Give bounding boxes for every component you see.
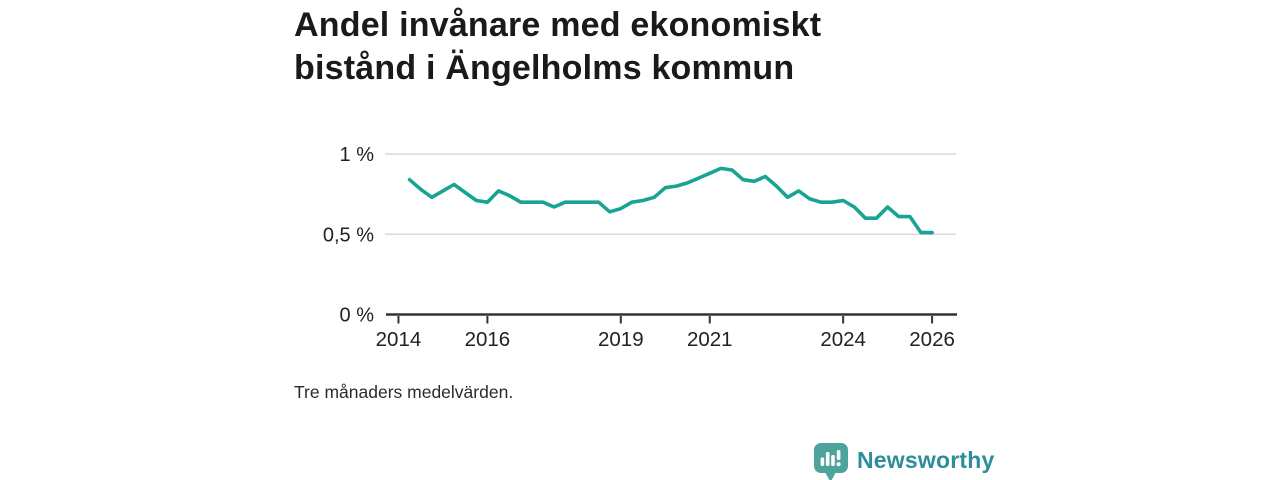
y-axis-label: 1 % <box>340 144 375 166</box>
y-axis-label: 0,5 % <box>323 224 374 246</box>
x-axis-label: 2019 <box>598 328 644 351</box>
data-series-line <box>407 166 934 235</box>
x-axis-label: 2026 <box>909 328 955 351</box>
chart-title: Andel invånare med ekonomiskt bistånd i … <box>294 6 822 87</box>
x-axis-label: 2021 <box>687 328 733 351</box>
newsworthy-wordmark: Newsworthy <box>857 447 995 473</box>
y-axis-label: 0 % <box>340 305 375 327</box>
x-axis-label: 2014 <box>376 328 422 351</box>
chart-footnote: Tre månaders medelvärden. <box>294 382 514 402</box>
x-axis-label: 2016 <box>465 328 511 351</box>
newsworthy-logo: Newsworthy <box>814 443 995 480</box>
x-axis-label: 2024 <box>820 328 866 351</box>
bar-chart-speech-bubble-icon <box>814 443 848 480</box>
